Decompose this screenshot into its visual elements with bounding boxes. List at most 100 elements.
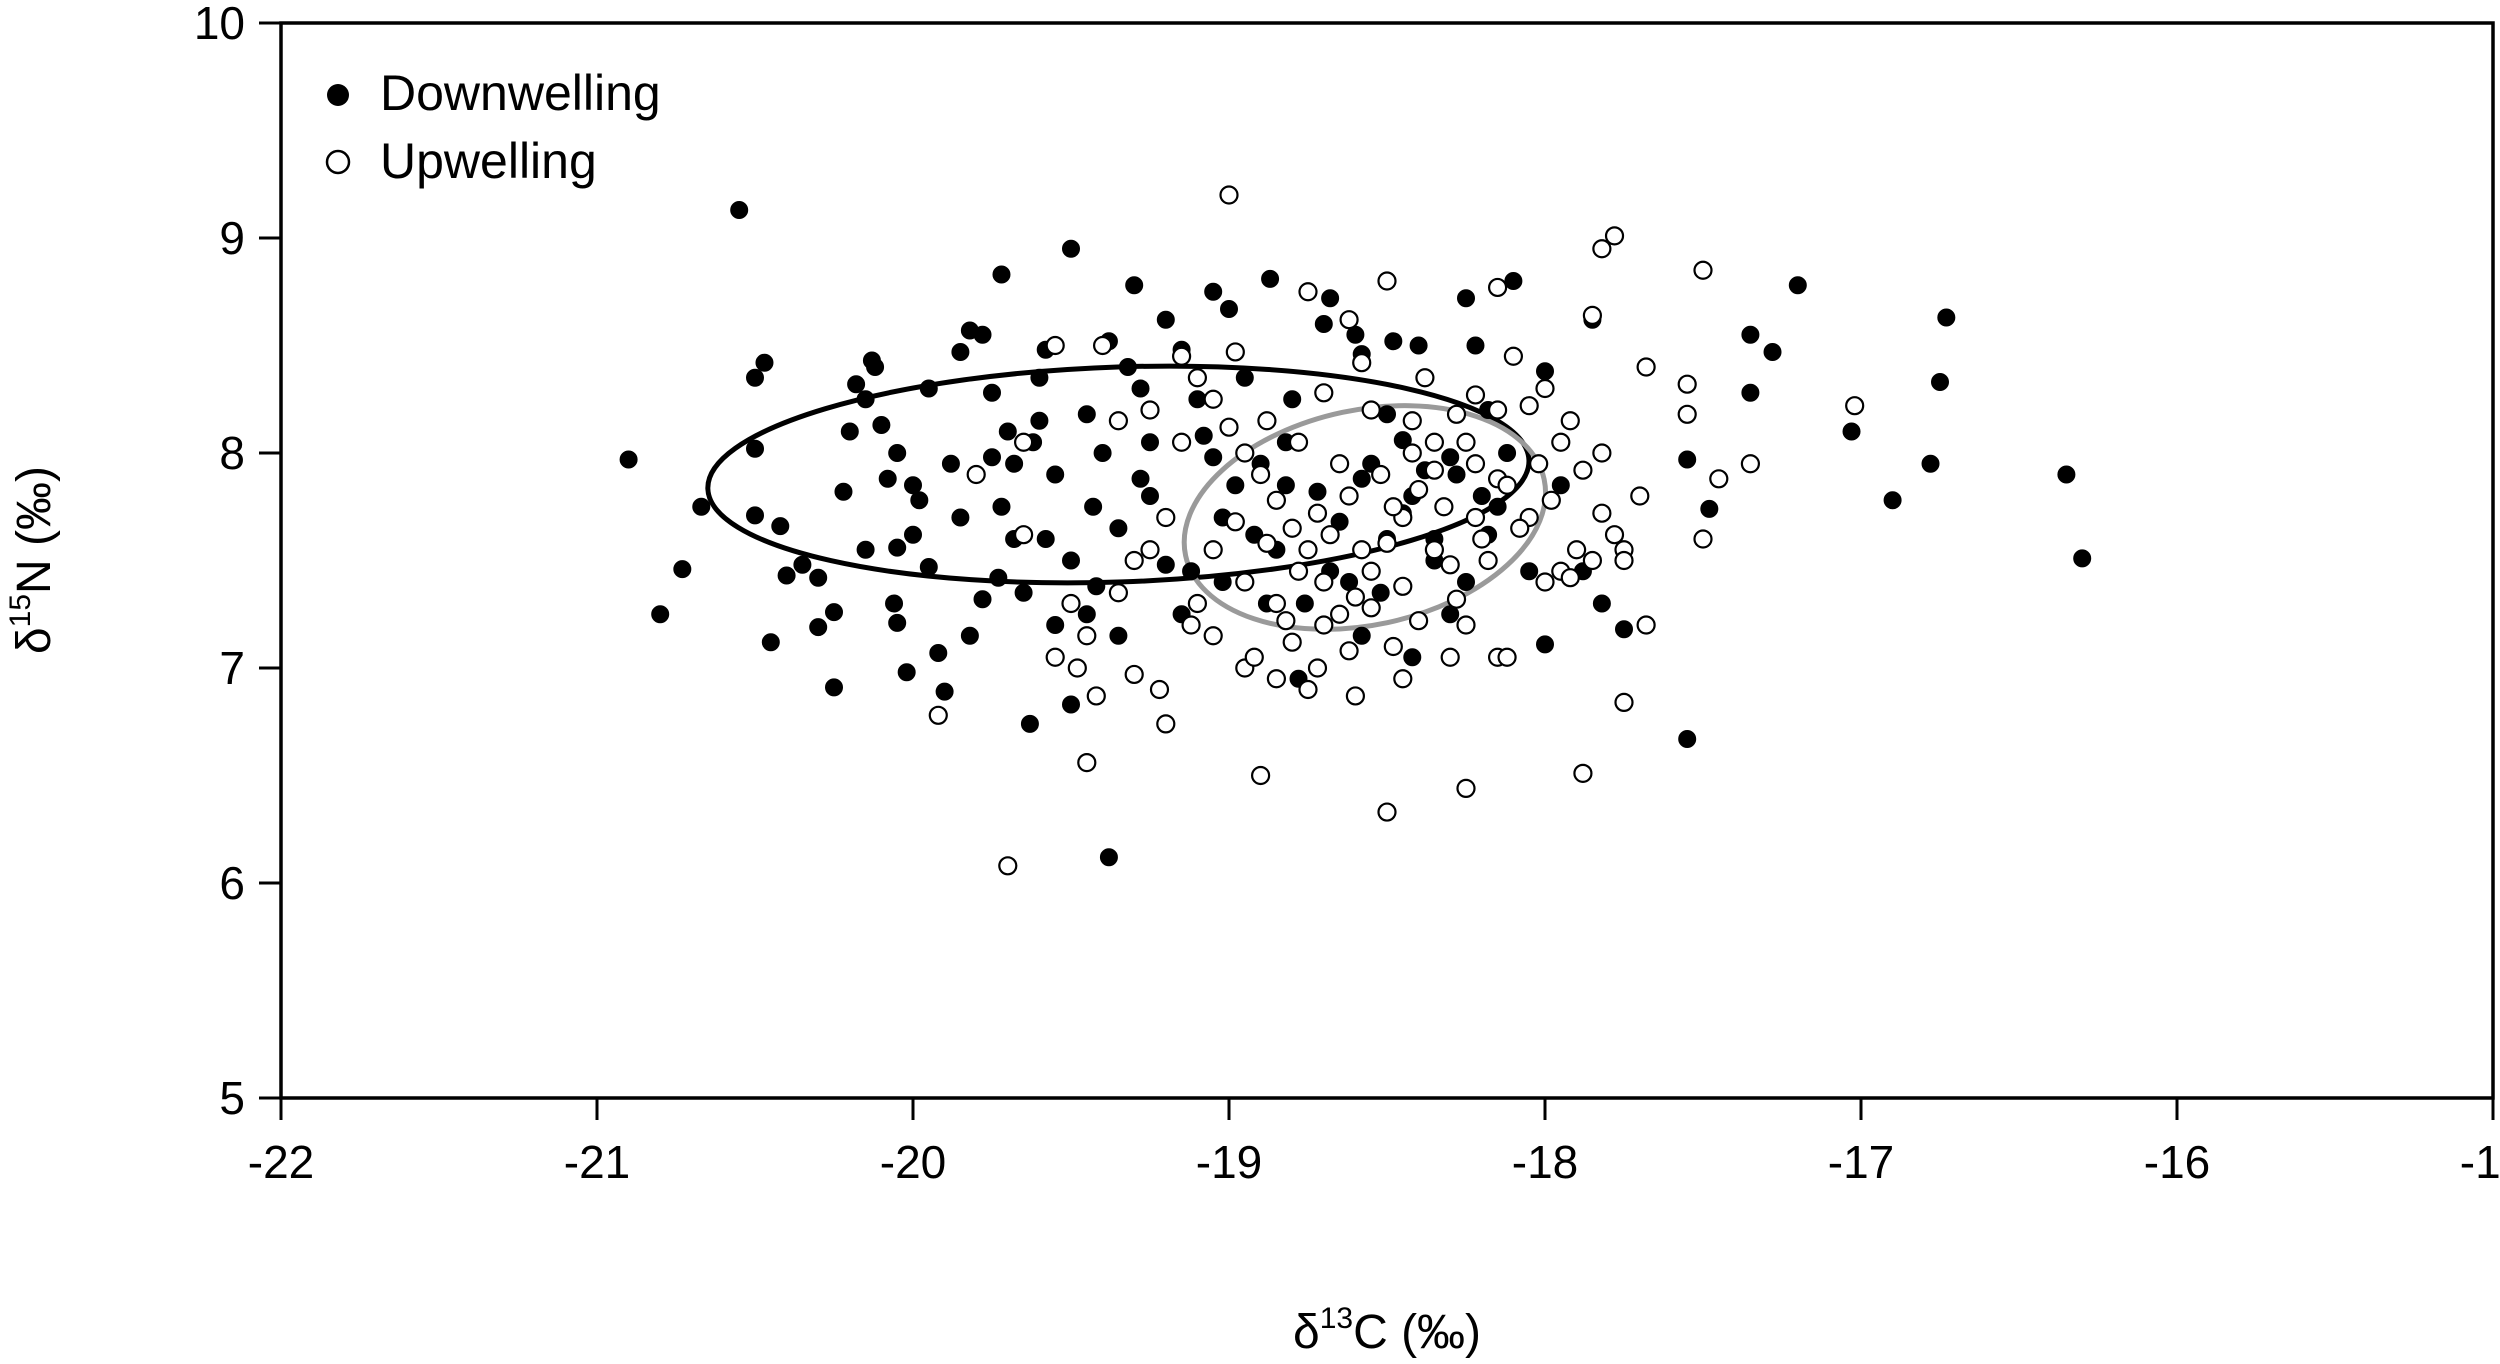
downwelling-point bbox=[793, 555, 812, 574]
y-tick-label: 5 bbox=[219, 1072, 245, 1124]
upwelling-point bbox=[1415, 368, 1435, 388]
upwelling-point bbox=[1314, 615, 1334, 635]
downwelling-point bbox=[1592, 594, 1611, 613]
upwelling-point bbox=[1203, 540, 1223, 560]
x-tick-label: -20 bbox=[880, 1136, 946, 1188]
downwelling-point bbox=[1141, 433, 1159, 452]
downwelling-point bbox=[1551, 476, 1570, 495]
upwelling-point bbox=[998, 856, 1018, 876]
upwelling-point bbox=[1604, 226, 1625, 246]
upwelling-point bbox=[1497, 647, 1517, 667]
upwelling-point bbox=[1339, 486, 1359, 506]
downwelling-point bbox=[1213, 573, 1232, 591]
downwelling-point bbox=[919, 379, 938, 398]
upwelling-point bbox=[1298, 282, 1318, 302]
downwelling-point bbox=[929, 643, 948, 662]
upwelling-point bbox=[1446, 404, 1467, 424]
downwelling-point bbox=[941, 454, 960, 473]
upwelling-point bbox=[1573, 460, 1593, 480]
downwelling-point bbox=[885, 594, 904, 613]
downwelling-point bbox=[856, 390, 875, 409]
upwelling-point bbox=[1693, 529, 1713, 549]
upwelling-point bbox=[1171, 346, 1192, 366]
downwelling-point bbox=[1014, 583, 1033, 602]
downwelling-point bbox=[973, 325, 992, 344]
upwelling-point bbox=[1636, 615, 1656, 635]
downwelling-point bbox=[1457, 289, 1475, 308]
downwelling-point bbox=[809, 568, 828, 587]
upwelling-point bbox=[1266, 490, 1287, 510]
upwelling-point bbox=[1288, 561, 1309, 581]
upwelling-point bbox=[1487, 400, 1508, 420]
downwelling-point bbox=[825, 603, 843, 622]
downwelling-point bbox=[951, 508, 970, 527]
downwelling-point bbox=[1141, 487, 1159, 505]
downwelling-point bbox=[989, 568, 1008, 587]
upwelling-point bbox=[1307, 658, 1328, 678]
downwelling-point bbox=[1321, 289, 1340, 308]
upwelling-point bbox=[1361, 400, 1381, 420]
upwelling-point bbox=[1320, 525, 1340, 545]
downwelling-point bbox=[1409, 336, 1428, 355]
upwelling-point bbox=[1393, 576, 1413, 596]
downwelling-point bbox=[1314, 315, 1333, 333]
downwelling-point bbox=[746, 439, 764, 458]
upwelling-point bbox=[1244, 647, 1264, 667]
ellipse-downwelling bbox=[705, 363, 1532, 586]
upwelling-point bbox=[1630, 486, 1650, 506]
y-axis-label-unit: N (‰) bbox=[8, 466, 61, 594]
upwelling-point bbox=[1314, 572, 1334, 592]
downwelling-point bbox=[872, 416, 891, 435]
upwelling-point bbox=[1108, 583, 1129, 603]
legend-label-upwelling: Upwelling bbox=[380, 133, 597, 189]
upwelling-point bbox=[1636, 357, 1656, 377]
upwelling-point bbox=[1225, 342, 1245, 362]
downwelling-point bbox=[1109, 519, 1128, 538]
upwelling-point bbox=[1402, 411, 1422, 431]
downwelling-point bbox=[1062, 695, 1080, 714]
upwelling-point bbox=[1614, 550, 1634, 571]
upwelling-point bbox=[1408, 611, 1429, 631]
downwelling-point bbox=[834, 482, 853, 501]
downwelling-point bbox=[1741, 325, 1760, 344]
upwelling-point bbox=[1092, 335, 1113, 356]
upwelling-point bbox=[1497, 475, 1517, 495]
downwelling-point bbox=[1156, 310, 1175, 329]
upwelling-point bbox=[1478, 550, 1498, 571]
x-axis-label-superscript: 13 bbox=[1320, 1302, 1353, 1335]
downwelling-point bbox=[746, 368, 764, 387]
x-tick-label: -16 bbox=[2144, 1136, 2210, 1188]
upwelling-point bbox=[1250, 765, 1271, 786]
downwelling-point bbox=[1472, 487, 1491, 505]
downwelling-point bbox=[1005, 454, 1024, 473]
downwelling-point bbox=[992, 497, 1011, 516]
upwelling-point bbox=[1307, 503, 1328, 523]
upwelling-point bbox=[1465, 454, 1486, 474]
downwelling-point bbox=[973, 590, 992, 609]
downwelling-point bbox=[888, 538, 907, 557]
upwelling-point bbox=[1472, 529, 1492, 549]
upwelling-point bbox=[1171, 432, 1192, 452]
x-axis-label-delta: δ bbox=[1293, 1306, 1320, 1359]
downwelling-point bbox=[1441, 448, 1460, 467]
downwelling-point bbox=[1020, 714, 1039, 733]
downwelling-point bbox=[1447, 465, 1466, 484]
downwelling-point bbox=[1226, 476, 1245, 495]
x-tick-label: -19 bbox=[1196, 1136, 1262, 1188]
upwelling-point bbox=[1393, 669, 1413, 689]
downwelling-point bbox=[1276, 476, 1295, 495]
downwelling-point bbox=[992, 265, 1011, 284]
upwelling-point bbox=[1377, 533, 1397, 553]
upwelling-point bbox=[1314, 383, 1334, 403]
upwelling-point bbox=[1329, 454, 1350, 474]
upwelling-point bbox=[1187, 368, 1208, 388]
upwelling-point bbox=[1045, 647, 1065, 667]
downwelling-point bbox=[951, 342, 970, 361]
downwelling-point bbox=[1457, 573, 1475, 591]
x-axis: -22 -21 -20 -19 -18 -17 -16 -15 bbox=[248, 1098, 2500, 1188]
downwelling-point bbox=[1308, 482, 1327, 501]
downwelling-point bbox=[1352, 469, 1371, 488]
downwelling-point bbox=[1842, 422, 1861, 441]
upwelling-point bbox=[1257, 411, 1277, 431]
upwelling-point bbox=[1551, 432, 1571, 452]
